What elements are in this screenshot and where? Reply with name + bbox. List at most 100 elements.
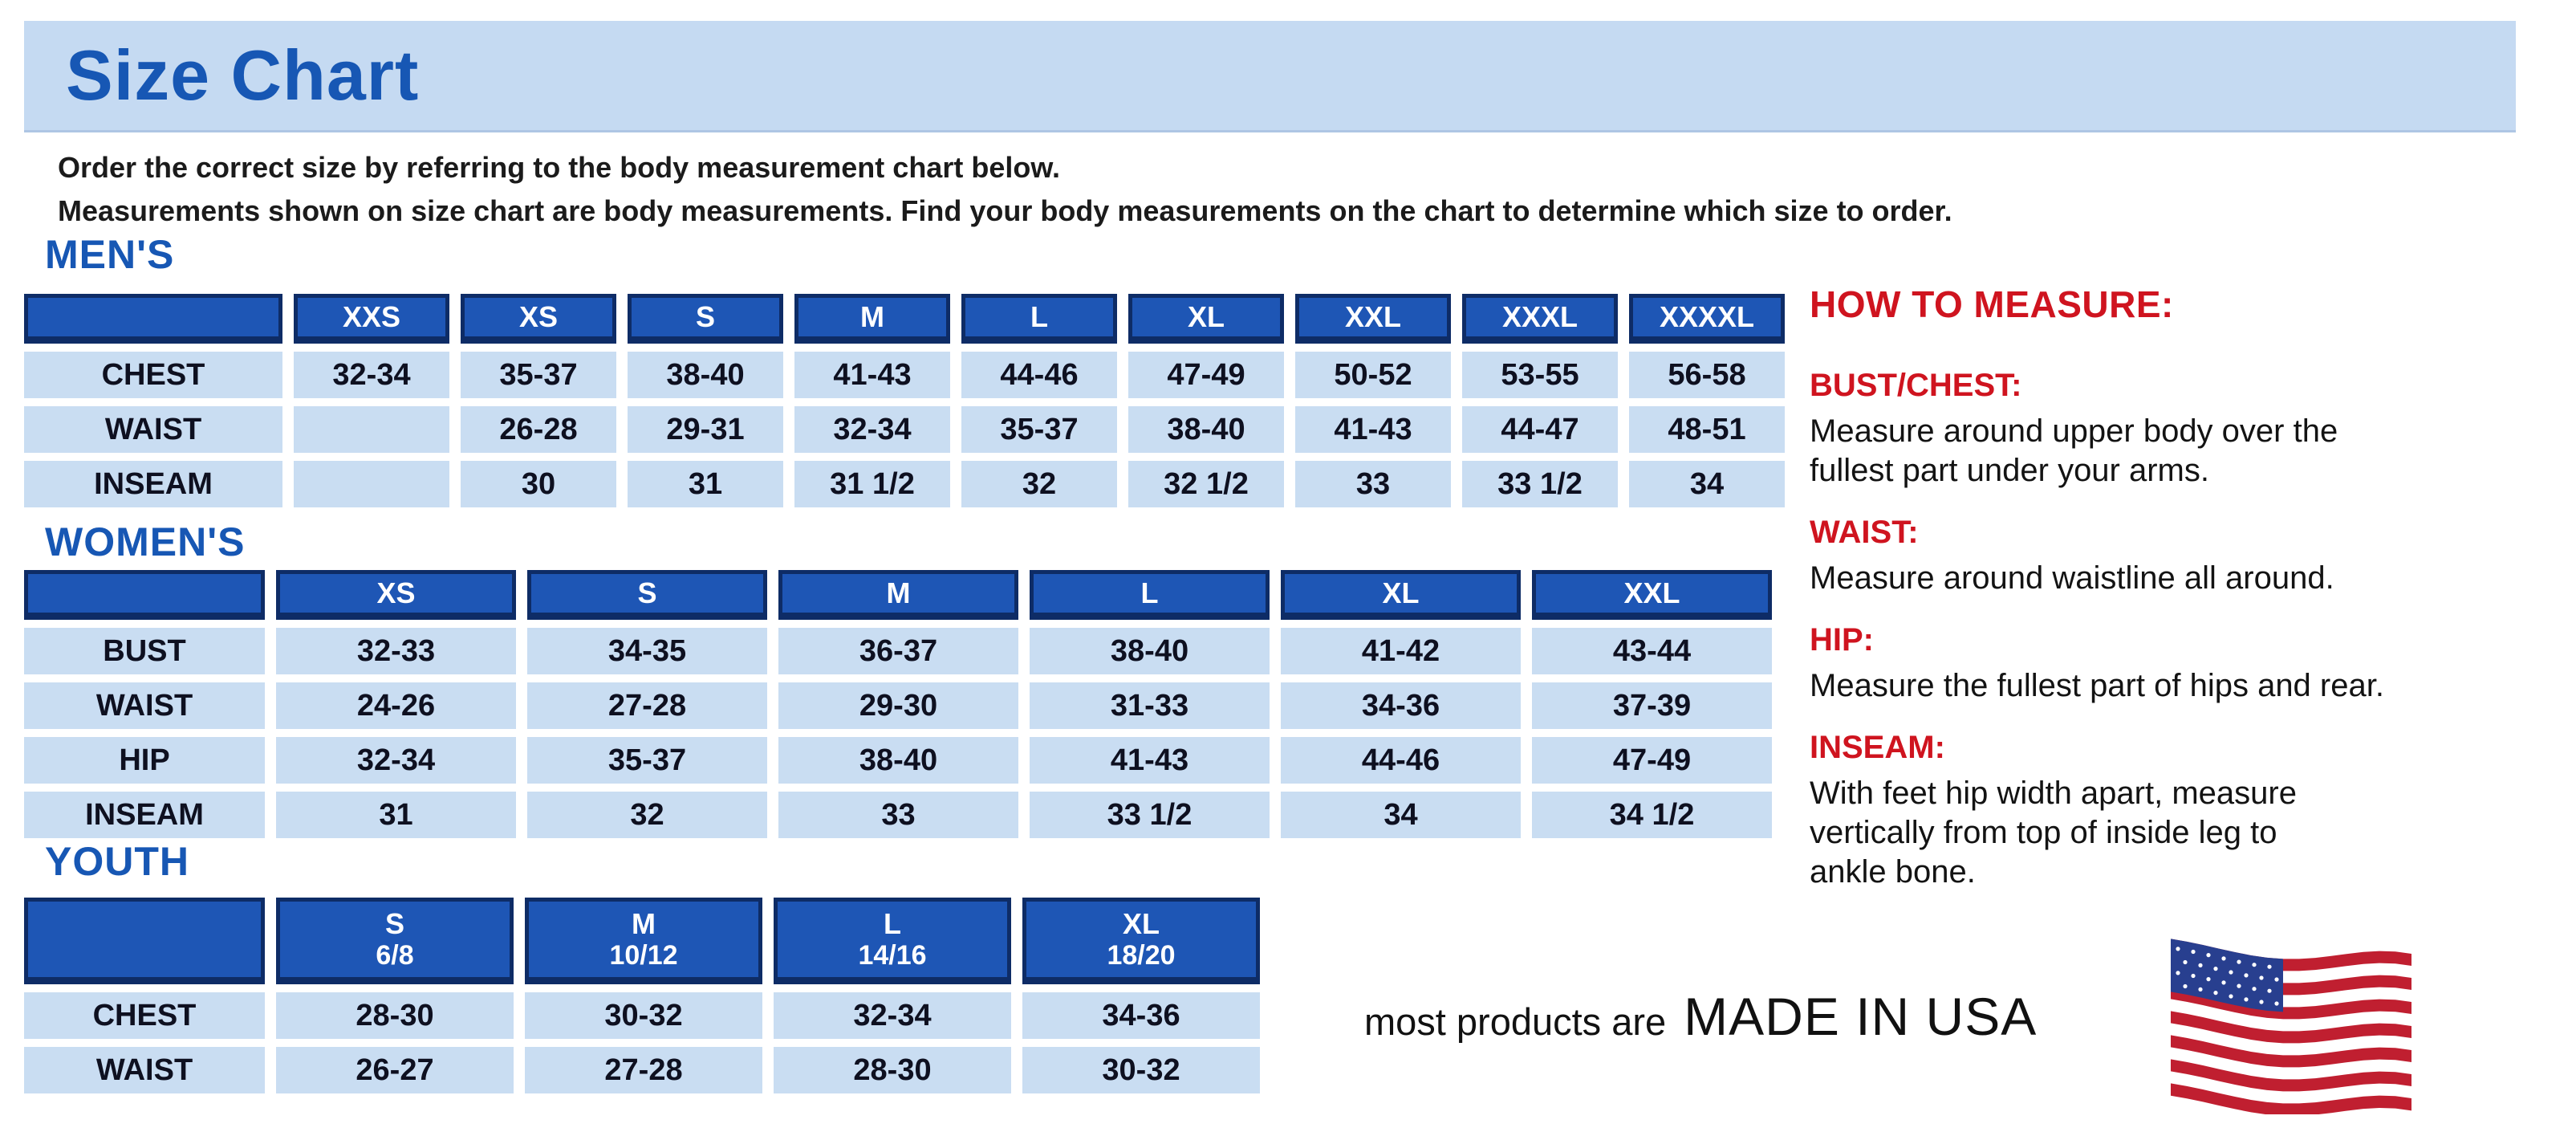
table-corner-cell bbox=[24, 898, 265, 984]
title-bar: Size Chart bbox=[24, 21, 2516, 132]
size-column-header: XL 18/20 bbox=[1022, 898, 1260, 984]
size-value-cell: 35-37 bbox=[961, 406, 1117, 453]
size-column-header: M 10/12 bbox=[525, 898, 762, 984]
size-value-cell: 31 bbox=[276, 792, 516, 838]
womens-size-table: XS S M L XL XXL BUST 32-33 34-35 36-37 38-40 41-42 4… bbox=[24, 570, 1772, 838]
size-value-cell: 31 bbox=[628, 461, 783, 507]
row-label: CHEST bbox=[24, 992, 265, 1039]
how-to-measure-title: HOW TO MEASURE: bbox=[1810, 283, 2174, 325]
size-value-cell: 28-30 bbox=[774, 1047, 1011, 1093]
size-column-header: M bbox=[794, 294, 950, 344]
measure-text: With feet hip width apart, measure vertic… bbox=[1810, 776, 2297, 890]
section-heading-mens: MEN'S bbox=[45, 232, 175, 277]
size-value-cell: 47-49 bbox=[1128, 352, 1284, 398]
size-value-cell: 44-47 bbox=[1462, 406, 1618, 453]
size-value-cell: 31 1/2 bbox=[794, 461, 950, 507]
size-value-cell: 28-30 bbox=[276, 992, 514, 1039]
row-label: CHEST bbox=[24, 352, 282, 398]
measure-label: WAIST: bbox=[1810, 515, 1919, 550]
measure-item: WAIST: Measure around waistline all aroun… bbox=[1810, 515, 2576, 598]
row-label: INSEAM bbox=[24, 461, 282, 507]
size-value-cell: 30-32 bbox=[1022, 1047, 1260, 1093]
row-label: INSEAM bbox=[24, 792, 265, 838]
size-value-cell: 32 1/2 bbox=[1128, 461, 1284, 507]
size-value-cell: 38-40 bbox=[628, 352, 783, 398]
size-value-cell: 26-27 bbox=[276, 1047, 514, 1093]
table-corner-cell bbox=[24, 570, 265, 620]
size-column-header: XL bbox=[1128, 294, 1284, 344]
size-value-cell: 41-43 bbox=[1030, 737, 1270, 784]
size-value-cell: 48-51 bbox=[1629, 406, 1785, 453]
page-title: Size Chart bbox=[66, 35, 420, 115]
measure-label: HIP: bbox=[1810, 622, 1874, 658]
size-value-cell: 34-36 bbox=[1022, 992, 1260, 1039]
size-value-cell: 36-37 bbox=[778, 628, 1018, 674]
size-column-header: S bbox=[527, 570, 767, 620]
footer-emphasis: MADE IN USA bbox=[1684, 987, 2038, 1046]
row-label: WAIST bbox=[24, 406, 282, 453]
size-value-cell: 33 bbox=[1295, 461, 1451, 507]
measure-item: BUST/CHEST: Measure around upper body ove… bbox=[1810, 368, 2576, 491]
size-value-cell: 26-28 bbox=[461, 406, 616, 453]
size-value-cell: 33 1/2 bbox=[1462, 461, 1618, 507]
size-value-cell bbox=[294, 461, 449, 507]
size-column-header: XS bbox=[461, 294, 616, 344]
size-column-header: XXL bbox=[1295, 294, 1451, 344]
size-column-header: L bbox=[1030, 570, 1270, 620]
size-value-cell: 32-33 bbox=[276, 628, 516, 674]
size-value-cell: 44-46 bbox=[1281, 737, 1521, 784]
section-heading-youth: YOUTH bbox=[45, 839, 189, 884]
size-column-header: XXXXL bbox=[1629, 294, 1785, 344]
row-label: HIP bbox=[24, 737, 265, 784]
size-value-cell: 38-40 bbox=[1128, 406, 1284, 453]
size-value-cell: 27-28 bbox=[525, 1047, 762, 1093]
size-column-header: S 6/8 bbox=[276, 898, 514, 984]
size-value-cell: 38-40 bbox=[778, 737, 1018, 784]
size-column-header: M bbox=[778, 570, 1018, 620]
row-label: WAIST bbox=[24, 682, 265, 729]
size-value-cell: 32-34 bbox=[294, 352, 449, 398]
footer-prefix: most products are bbox=[1364, 1000, 1667, 1043]
size-value-cell: 33 bbox=[778, 792, 1018, 838]
size-value-cell: 44-46 bbox=[961, 352, 1117, 398]
size-value-cell: 32-34 bbox=[774, 992, 1011, 1039]
intro-text: Order the correct size by referring to t… bbox=[58, 146, 1952, 233]
size-value-cell: 29-31 bbox=[628, 406, 783, 453]
size-value-cell: 43-44 bbox=[1532, 628, 1772, 674]
size-column-header: L bbox=[961, 294, 1117, 344]
size-value-cell: 35-37 bbox=[527, 737, 767, 784]
mens-size-table: XXS XS S M L XL XXL XXXL XXXXL CHEST 32-34 35-37 38-… bbox=[24, 294, 1785, 507]
size-value-cell: 38-40 bbox=[1030, 628, 1270, 674]
size-value-cell: 29-30 bbox=[778, 682, 1018, 729]
size-value-cell: 30-32 bbox=[525, 992, 762, 1039]
size-value-cell: 50-52 bbox=[1295, 352, 1451, 398]
measure-item: INSEAM: With feet hip width apart, measur… bbox=[1810, 730, 2576, 892]
measure-label: BUST/CHEST: bbox=[1810, 368, 2022, 403]
size-value-cell: 33 1/2 bbox=[1030, 792, 1270, 838]
size-value-cell: 34-36 bbox=[1281, 682, 1521, 729]
size-value-cell: 32-34 bbox=[794, 406, 950, 453]
size-value-cell: 32 bbox=[527, 792, 767, 838]
row-label: WAIST bbox=[24, 1047, 265, 1093]
intro-line-2: Measurements shown on size chart are bod… bbox=[58, 194, 1952, 227]
size-value-cell: 37-39 bbox=[1532, 682, 1772, 729]
row-label: BUST bbox=[24, 628, 265, 674]
measure-text: Measure around waistline all around. bbox=[1810, 560, 2334, 596]
size-value-cell: 41-43 bbox=[1295, 406, 1451, 453]
size-value-cell: 32-34 bbox=[276, 737, 516, 784]
measure-text: Measure around upper body over the fulles… bbox=[1810, 413, 2338, 488]
size-value-cell: 41-42 bbox=[1281, 628, 1521, 674]
made-in-usa-note: most products are MADE IN USA bbox=[1364, 986, 2037, 1047]
intro-line-1: Order the correct size by referring to t… bbox=[58, 151, 1060, 184]
usa-flag-icon bbox=[2171, 939, 2411, 1114]
section-heading-womens: WOMEN'S bbox=[45, 519, 246, 564]
size-value-cell bbox=[294, 406, 449, 453]
size-column-header: XXXL bbox=[1462, 294, 1618, 344]
how-to-measure-panel: HOW TO MEASURE: BUST/CHEST: Measure aroun… bbox=[1810, 283, 2576, 916]
size-column-header: S bbox=[628, 294, 783, 344]
youth-size-table: S 6/8 M 10/12 L 14/16 XL 18/20 CHEST 28-30 30-32 32… bbox=[24, 898, 1260, 1093]
size-value-cell: 34 bbox=[1629, 461, 1785, 507]
size-value-cell: 34-35 bbox=[527, 628, 767, 674]
size-value-cell: 30 bbox=[461, 461, 616, 507]
